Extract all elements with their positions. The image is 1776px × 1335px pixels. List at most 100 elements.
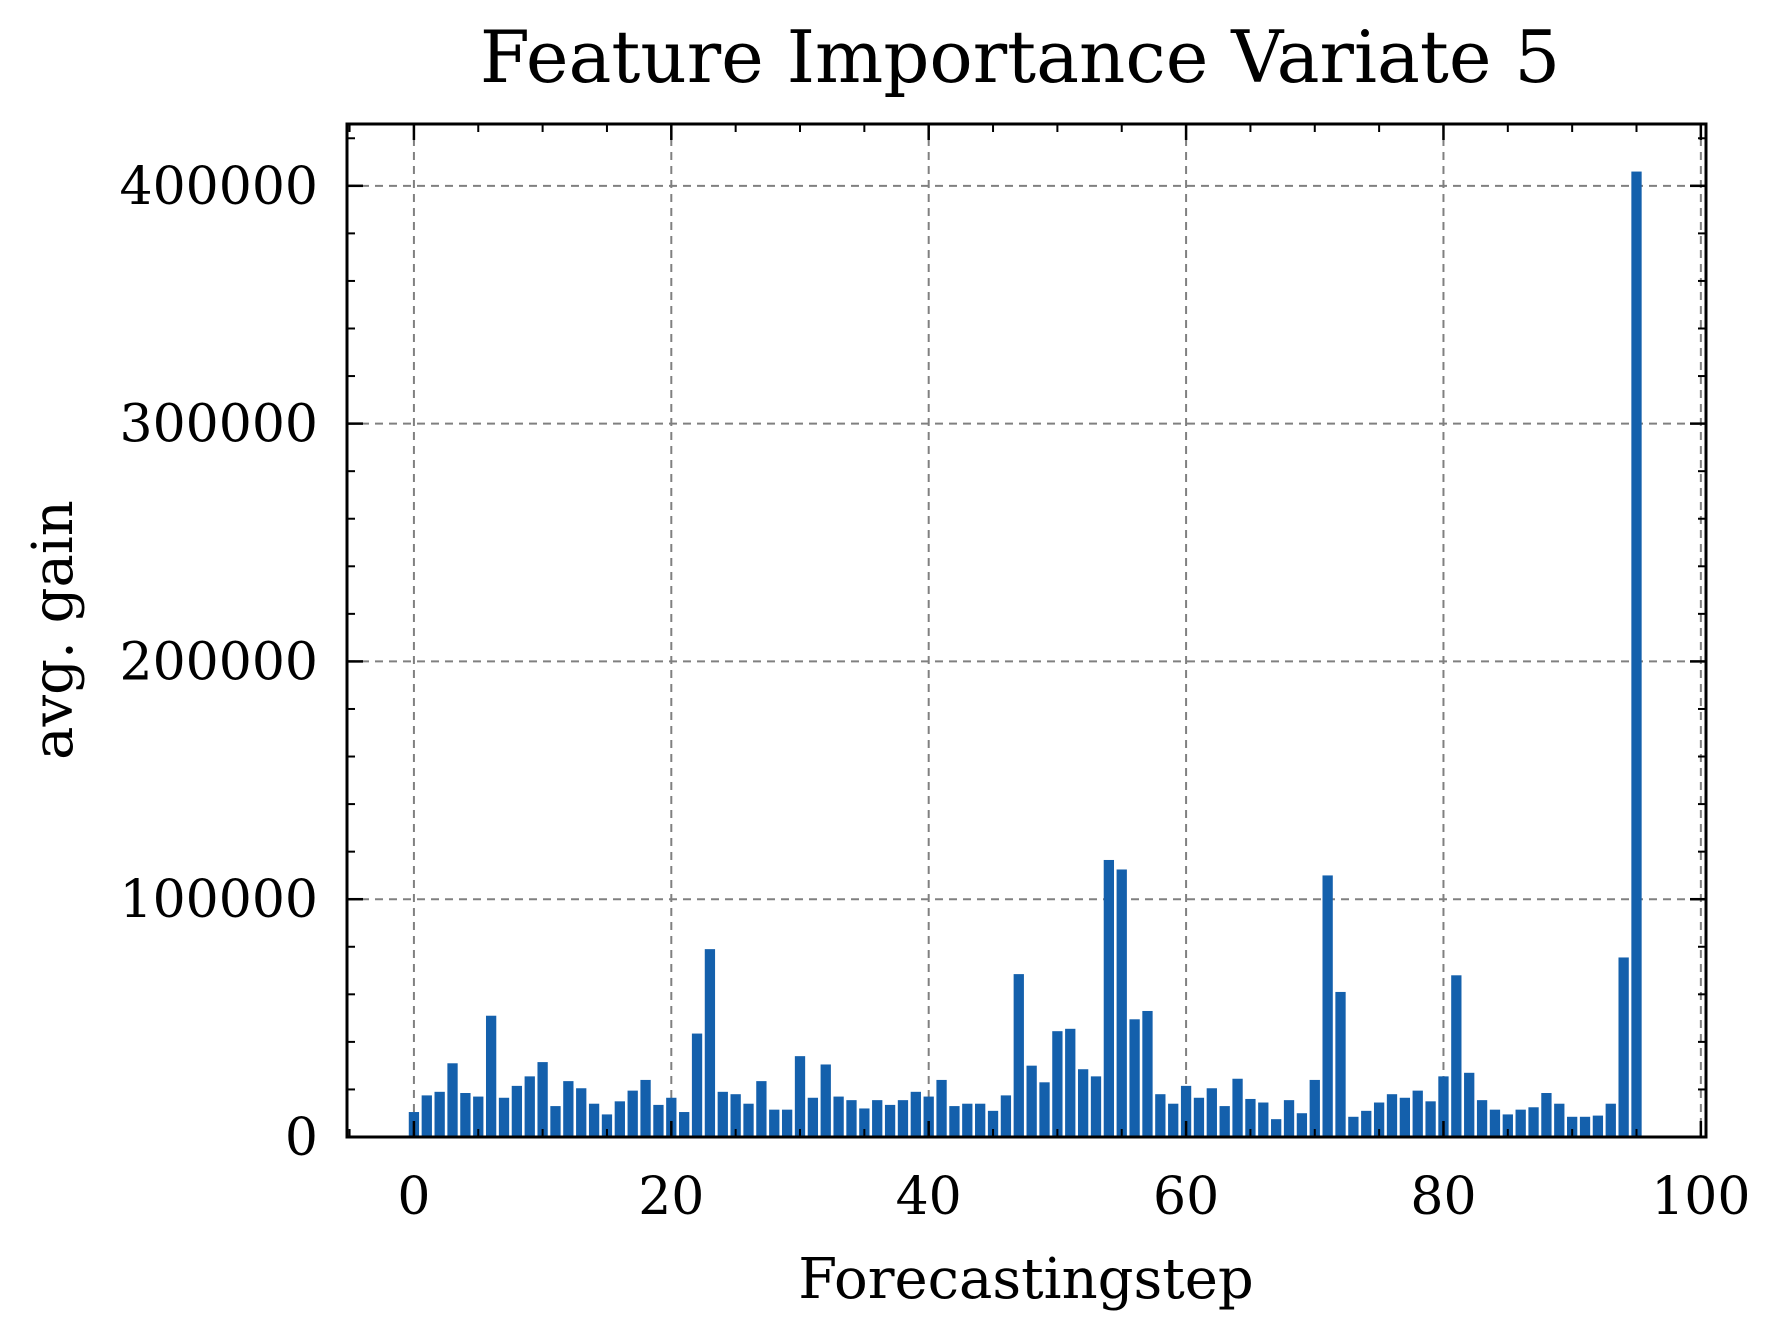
bar bbox=[1399, 1097, 1411, 1137]
bar bbox=[1425, 1101, 1436, 1137]
bar bbox=[1528, 1107, 1539, 1137]
y-tick-label: 200000 bbox=[119, 632, 318, 692]
bar bbox=[923, 1096, 934, 1137]
y-tick-label: 400000 bbox=[119, 157, 318, 217]
bar bbox=[1373, 1102, 1385, 1137]
bar bbox=[975, 1103, 986, 1137]
bar bbox=[794, 1056, 806, 1137]
bar bbox=[1271, 1119, 1282, 1137]
bar bbox=[1283, 1100, 1295, 1137]
bar bbox=[653, 1104, 664, 1137]
bar bbox=[1090, 1076, 1102, 1137]
x-tick-label: 80 bbox=[1410, 1167, 1476, 1227]
bar bbox=[1618, 957, 1629, 1137]
x-tick-label: 0 bbox=[397, 1167, 430, 1227]
bar bbox=[1077, 1069, 1089, 1137]
bar bbox=[1309, 1079, 1320, 1137]
bar bbox=[537, 1062, 548, 1137]
bar bbox=[1335, 991, 1346, 1137]
chart-title: Feature Importance Variate 5 bbox=[480, 15, 1560, 99]
y-tick-label: 300000 bbox=[119, 395, 318, 455]
bar bbox=[1541, 1093, 1552, 1137]
bar bbox=[1579, 1116, 1591, 1137]
bar bbox=[1322, 875, 1333, 1137]
bar bbox=[1592, 1115, 1604, 1137]
bar bbox=[1013, 974, 1024, 1137]
bar bbox=[550, 1106, 561, 1137]
bar bbox=[1476, 1100, 1488, 1137]
bar bbox=[421, 1095, 432, 1137]
bar bbox=[1412, 1090, 1423, 1137]
bar bbox=[820, 1064, 831, 1137]
bar bbox=[1180, 1085, 1192, 1137]
bar bbox=[962, 1103, 973, 1137]
bar bbox=[1219, 1106, 1230, 1137]
grid-lines bbox=[347, 124, 1706, 1137]
bar bbox=[601, 1114, 613, 1137]
bars bbox=[408, 171, 1642, 1137]
bar bbox=[1206, 1088, 1217, 1137]
x-tick-labels: 0 20 40 60 80 100 bbox=[397, 1167, 1750, 1227]
axis-ticks bbox=[347, 124, 1706, 1139]
bar bbox=[704, 949, 716, 1137]
bar bbox=[485, 1015, 497, 1137]
x-axis-label: Forecastingstep bbox=[798, 1247, 1253, 1312]
bar bbox=[1232, 1078, 1243, 1137]
bar bbox=[1026, 1065, 1037, 1137]
bar bbox=[807, 1097, 819, 1137]
bar bbox=[1193, 1097, 1205, 1137]
bar bbox=[1039, 1082, 1050, 1137]
bar bbox=[447, 1063, 458, 1137]
y-tick-label: 100000 bbox=[119, 870, 318, 930]
bar bbox=[1296, 1113, 1308, 1137]
bar bbox=[1052, 1031, 1063, 1137]
bar bbox=[588, 1103, 600, 1137]
bar bbox=[1245, 1098, 1256, 1137]
bar bbox=[1116, 869, 1127, 1137]
bar bbox=[1129, 1019, 1140, 1137]
bar bbox=[511, 1085, 523, 1137]
bar bbox=[1168, 1103, 1179, 1137]
bar bbox=[781, 1109, 793, 1137]
bar bbox=[884, 1104, 896, 1137]
bar bbox=[679, 1112, 690, 1137]
bar bbox=[1000, 1095, 1012, 1137]
bar bbox=[936, 1079, 947, 1137]
x-tick-label: 60 bbox=[1153, 1167, 1219, 1227]
x-tick-label: 20 bbox=[638, 1167, 704, 1227]
bar bbox=[473, 1096, 484, 1137]
bar bbox=[756, 1081, 767, 1137]
bar bbox=[1361, 1110, 1372, 1137]
bar bbox=[666, 1097, 677, 1137]
bar bbox=[1605, 1103, 1616, 1137]
y-tick-label: 0 bbox=[285, 1108, 318, 1168]
bar bbox=[846, 1100, 857, 1137]
bar bbox=[1348, 1116, 1359, 1137]
bar bbox=[833, 1096, 844, 1137]
bar bbox=[743, 1103, 754, 1137]
bar bbox=[434, 1091, 445, 1137]
bar bbox=[910, 1091, 921, 1137]
bar bbox=[1464, 1072, 1475, 1137]
bar bbox=[627, 1090, 638, 1137]
bar bbox=[640, 1079, 651, 1137]
bar bbox=[1065, 1028, 1076, 1137]
bar bbox=[769, 1109, 780, 1137]
bar bbox=[1502, 1114, 1513, 1137]
bar bbox=[563, 1081, 574, 1137]
bar bbox=[730, 1094, 741, 1137]
bar bbox=[576, 1088, 587, 1137]
bar bbox=[1489, 1109, 1501, 1137]
bar bbox=[1258, 1102, 1269, 1137]
bar bbox=[1515, 1109, 1526, 1137]
bar bbox=[1554, 1103, 1565, 1137]
bar bbox=[1631, 171, 1642, 1137]
bar bbox=[1386, 1094, 1398, 1137]
bar bbox=[1103, 859, 1115, 1137]
bar bbox=[524, 1076, 535, 1137]
bar bbox=[614, 1101, 625, 1137]
x-tick-label: 40 bbox=[896, 1167, 962, 1227]
y-tick-labels: 0 100000 200000 300000 400000 bbox=[119, 157, 318, 1168]
bar bbox=[717, 1091, 728, 1137]
